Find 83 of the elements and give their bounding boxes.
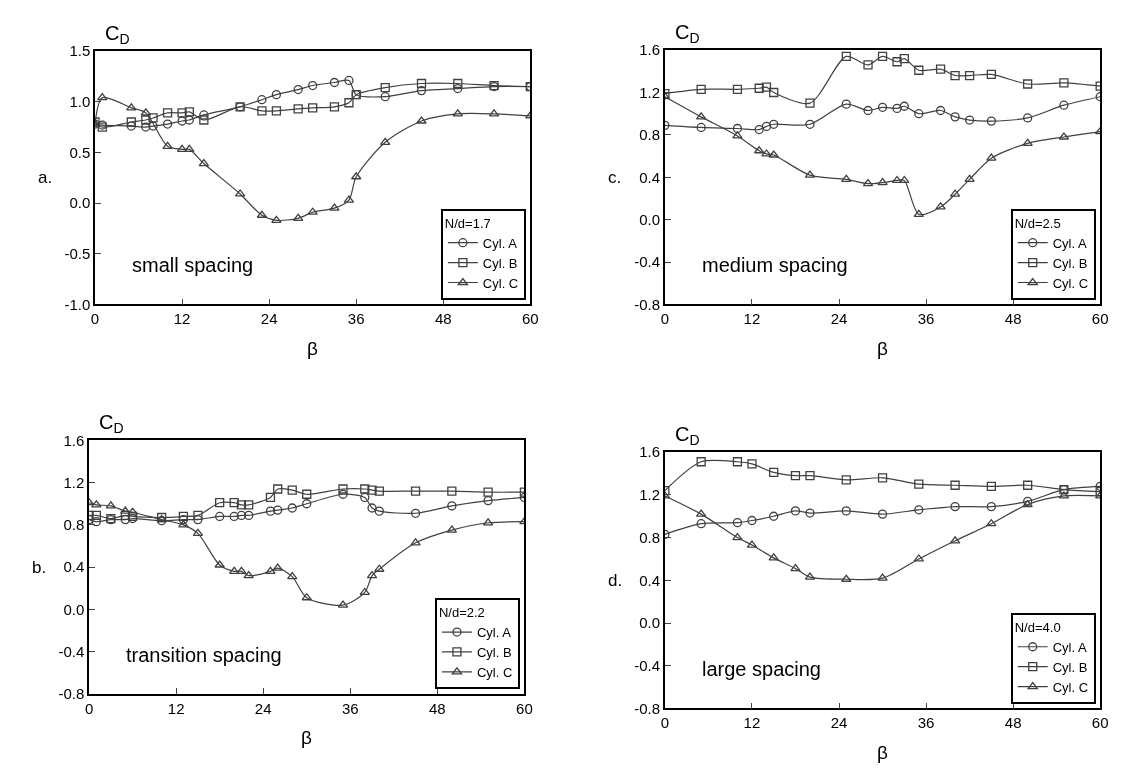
x-tick-label: 0 xyxy=(84,699,94,717)
x-tick-label: 12 xyxy=(743,310,761,328)
legend-label: Cyl. B xyxy=(476,645,512,661)
legend-title: N/d=1.7 xyxy=(444,215,491,231)
x-tick-label: 12 xyxy=(743,714,761,732)
y-tick-label: 0.4 xyxy=(63,558,85,576)
x-tick-label: 0 xyxy=(90,310,100,328)
legend-title: N/d=4.0 xyxy=(1014,619,1061,635)
annotation: small spacing xyxy=(132,254,254,276)
x-tick-label: 12 xyxy=(167,699,185,717)
y-tick-label: 0.0 xyxy=(639,614,661,632)
y-axis-title: C$_{D}$ xyxy=(99,411,124,437)
text: b. xyxy=(32,558,47,577)
y-tick-label: 0.0 xyxy=(63,600,85,618)
y-tick-label: 1.0 xyxy=(69,93,91,110)
legend-label: Cyl. A xyxy=(1052,639,1088,655)
x-tick-label: 36 xyxy=(917,714,935,732)
x-tick-label: 24 xyxy=(830,310,848,328)
annotation: transition spacing xyxy=(126,644,282,666)
y-tick-label: 0.8 xyxy=(639,126,661,144)
x-tick-label: 24 xyxy=(254,699,272,717)
x-tick-label: 60 xyxy=(521,310,539,328)
x-tick-label: 48 xyxy=(434,310,452,328)
x-tick-label: 60 xyxy=(1091,714,1109,732)
legend-label: Cyl. B xyxy=(482,255,518,271)
y-tick-label: 1.6 xyxy=(639,41,661,59)
y-tick-label: 0.4 xyxy=(639,168,661,186)
y-tick-label: -0.4 xyxy=(58,642,85,660)
y-tick-label: 0.5 xyxy=(69,143,91,161)
y-tick-label: -1.0 xyxy=(64,295,91,313)
x-tick-label: 60 xyxy=(516,699,533,717)
y-tick-label: 0.8 xyxy=(639,528,661,546)
legend-label: Cyl. C xyxy=(476,664,513,680)
legend-label: Cyl. A xyxy=(476,625,512,641)
y-tick-label: 0.8 xyxy=(63,516,85,534)
x-tick-label: 48 xyxy=(428,699,446,717)
legend-label: Cyl. C xyxy=(1052,679,1089,695)
y-tick-label: 0.0 xyxy=(639,210,661,228)
x-tick-label: 24 xyxy=(830,714,848,732)
y-tick-label: 1.2 xyxy=(639,83,661,101)
x-axis-title: β xyxy=(301,727,312,748)
y-tick-label: -0.4 xyxy=(634,253,661,271)
x-axis-title: β xyxy=(877,742,888,763)
y-tick-label: -0.8 xyxy=(58,685,85,703)
text: a. xyxy=(38,168,53,187)
legend-label: Cyl. A xyxy=(482,235,518,251)
y-tick-label: 1.5 xyxy=(69,42,91,60)
y-tick-label: -0.8 xyxy=(634,295,661,313)
legend-label: Cyl. C xyxy=(1052,275,1089,291)
text: d. xyxy=(608,571,623,590)
y-tick-label: 0.4 xyxy=(639,571,661,589)
x-axis-title: β xyxy=(877,338,888,359)
legend-label: Cyl. A xyxy=(1052,235,1088,251)
y-tick-label: 1.2 xyxy=(63,473,85,491)
x-tick-label: 0 xyxy=(660,310,670,328)
y-tick-label: 1.6 xyxy=(639,443,661,461)
y-axis-title: C$_{D}$ xyxy=(675,423,700,449)
x-tick-label: 48 xyxy=(1004,310,1022,328)
text: c. xyxy=(608,168,622,187)
x-tick-label: 36 xyxy=(917,310,935,328)
y-tick-label: 1.6 xyxy=(63,431,85,449)
annotation: large spacing xyxy=(702,658,821,680)
legend-label: Cyl. B xyxy=(1052,659,1088,675)
legend-title: N/d=2.5 xyxy=(1014,215,1061,231)
y-tick-label: -0.8 xyxy=(634,699,661,717)
y-tick-label: 1.2 xyxy=(639,486,661,504)
legend-label: Cyl. C xyxy=(482,275,519,291)
x-tick-label: 60 xyxy=(1091,310,1109,328)
annotation: medium spacing xyxy=(702,254,848,276)
y-axis-title: C$_{D}$ xyxy=(675,21,700,47)
y-tick-label: -0.4 xyxy=(634,657,661,674)
x-tick-label: 12 xyxy=(173,310,191,328)
x-tick-label: 36 xyxy=(341,699,359,717)
x-axis-title: β xyxy=(307,338,318,359)
y-axis-title: C$_{D}$ xyxy=(105,22,130,48)
x-tick-label: 24 xyxy=(260,310,278,328)
y-tick-label: -0.5 xyxy=(64,245,91,263)
x-tick-label: 0 xyxy=(660,714,670,732)
legend-title: N/d=2.2 xyxy=(438,605,485,621)
x-tick-label: 48 xyxy=(1004,714,1022,732)
y-tick-label: 0.0 xyxy=(69,194,91,212)
x-tick-label: 36 xyxy=(347,310,365,328)
legend-label: Cyl. B xyxy=(1052,255,1088,271)
